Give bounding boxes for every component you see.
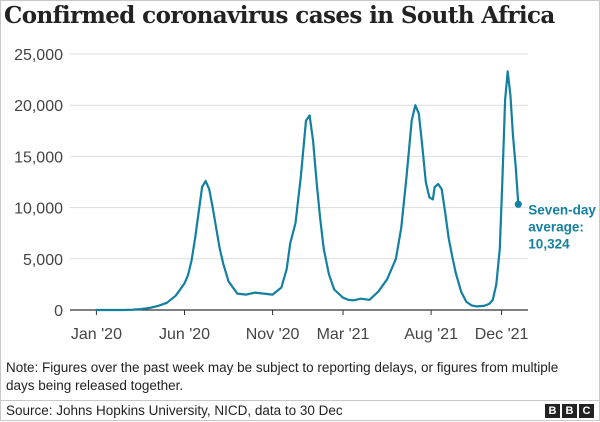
footnote: Note: Figures over the past week may be … <box>6 360 559 393</box>
y-tick-label: 20,000 <box>14 98 63 115</box>
annotation-line: average: <box>528 219 584 234</box>
line-chart: 0 5,000 10,000 15,000 20,000 25,000 Jan '20 Ju… <box>14 47 596 343</box>
bbc-logo: B B C <box>545 404 594 418</box>
y-tick-label: 5,000 <box>23 252 63 269</box>
footer: Source: Johns Hopkins University, NICD, … <box>0 400 600 422</box>
cases-series-line <box>95 70 520 312</box>
annotation-line: Seven-day <box>528 202 596 217</box>
annotation-line: 10,324 <box>528 236 570 251</box>
x-axis-ticks: Jan '20 Jun '20 Nov '20 Mar '21 Aug '21 Dec '… <box>71 310 529 343</box>
x-tick-label: Dec '21 <box>475 326 529 343</box>
latest-value-marker <box>514 200 522 208</box>
x-tick-label: Jan '20 <box>71 326 122 343</box>
x-tick-label: Mar '21 <box>317 326 370 343</box>
y-tick-label: 0 <box>54 303 63 320</box>
y-tick-label: 10,000 <box>14 201 63 218</box>
bbc-logo-letter: B <box>562 404 577 418</box>
x-tick-label: Nov '20 <box>246 326 300 343</box>
y-tick-label: 15,000 <box>14 149 63 166</box>
source-text: Source: Johns Hopkins University, NICD, … <box>6 403 343 418</box>
y-tick-label: 25,000 <box>14 47 63 64</box>
x-tick-label: Aug '21 <box>404 326 458 343</box>
x-tick-label: Jun '20 <box>159 326 210 343</box>
y-axis-tick-labels: 0 5,000 10,000 15,000 20,000 25,000 <box>14 47 63 320</box>
bbc-logo-letter: B <box>545 404 560 418</box>
gridlines <box>70 53 528 311</box>
bbc-logo-letter: C <box>579 404 594 418</box>
chart-title: Confirmed coronavirus cases in South Afr… <box>4 2 555 29</box>
seven-day-average-annotation: Seven-day average: 10,324 <box>528 202 596 251</box>
